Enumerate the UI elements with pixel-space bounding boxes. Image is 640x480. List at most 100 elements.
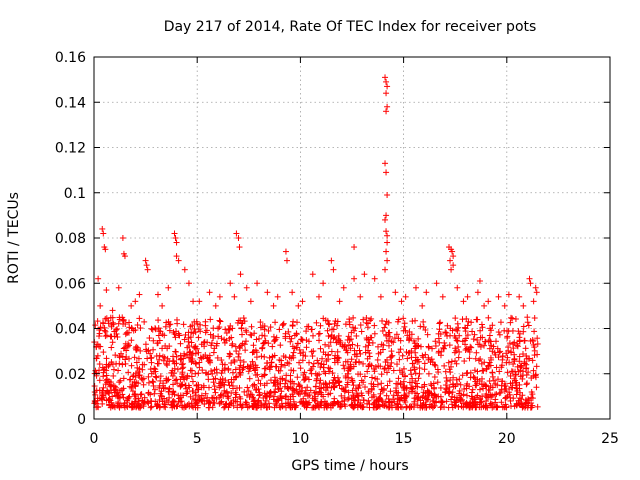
data-point xyxy=(340,362,347,369)
data-point xyxy=(267,389,274,396)
data-point xyxy=(161,332,168,339)
data-point xyxy=(506,340,513,347)
data-point xyxy=(327,339,334,346)
data-point xyxy=(251,330,258,337)
data-point xyxy=(526,275,533,282)
data-point xyxy=(131,354,138,361)
data-point xyxy=(110,366,117,373)
data-point xyxy=(319,355,326,362)
data-point xyxy=(464,293,471,300)
data-point xyxy=(294,374,301,381)
data-point xyxy=(393,331,400,338)
data-point xyxy=(274,396,281,403)
data-point xyxy=(498,399,505,406)
data-point xyxy=(360,360,367,367)
data-point xyxy=(450,253,457,260)
data-point xyxy=(166,358,173,365)
data-point xyxy=(260,340,267,347)
data-point xyxy=(137,391,144,398)
data-point xyxy=(133,359,140,366)
data-point xyxy=(144,355,151,362)
data-point xyxy=(530,341,537,348)
data-point xyxy=(307,367,314,374)
data-point xyxy=(357,371,364,378)
data-point xyxy=(310,404,317,411)
data-point xyxy=(272,400,279,407)
data-point xyxy=(108,344,115,351)
data-point xyxy=(195,370,202,377)
data-point xyxy=(317,322,324,329)
data-point xyxy=(192,345,199,352)
data-point xyxy=(448,358,455,365)
data-point xyxy=(447,377,454,384)
data-point xyxy=(371,275,378,282)
data-point xyxy=(455,403,462,410)
data-point xyxy=(157,390,164,397)
data-point xyxy=(380,385,387,392)
data-point xyxy=(166,321,173,328)
data-point xyxy=(216,380,223,387)
data-point xyxy=(288,355,295,362)
data-point xyxy=(296,346,303,353)
data-point xyxy=(520,328,527,335)
data-point xyxy=(437,331,444,338)
data-point xyxy=(245,388,252,395)
data-point xyxy=(346,316,353,323)
data-point xyxy=(420,318,427,325)
data-point xyxy=(335,332,342,339)
data-point xyxy=(280,321,287,328)
data-point xyxy=(309,271,316,278)
data-point xyxy=(109,393,116,400)
data-point xyxy=(439,399,446,406)
data-point xyxy=(216,293,223,300)
data-point xyxy=(289,289,296,296)
data-point xyxy=(237,401,244,408)
data-point xyxy=(462,328,469,335)
data-point xyxy=(527,280,534,287)
data-point xyxy=(528,404,535,411)
data-point xyxy=(474,392,481,399)
data-point xyxy=(481,381,488,388)
data-point xyxy=(350,382,357,389)
y-tick-label: 0.06 xyxy=(55,276,86,292)
data-point xyxy=(455,354,462,361)
data-point xyxy=(264,289,271,296)
data-point xyxy=(438,348,445,355)
data-point xyxy=(398,298,405,305)
data-point xyxy=(481,342,488,349)
data-point xyxy=(370,393,377,400)
data-point xyxy=(183,375,190,382)
data-point xyxy=(261,353,268,360)
data-point xyxy=(452,383,459,390)
data-point xyxy=(456,376,463,383)
data-point xyxy=(444,322,451,329)
data-point xyxy=(303,404,310,411)
data-point xyxy=(216,317,223,324)
data-point xyxy=(96,387,103,394)
data-point xyxy=(460,298,467,305)
data-point xyxy=(241,388,248,395)
data-point xyxy=(97,302,104,309)
data-point xyxy=(221,381,228,388)
data-point xyxy=(440,344,447,351)
grid-lines xyxy=(94,57,610,419)
data-point xyxy=(405,390,412,397)
data-point xyxy=(396,397,403,404)
data-point xyxy=(437,319,444,326)
data-point xyxy=(210,332,217,339)
data-point xyxy=(417,323,424,330)
data-point xyxy=(360,379,367,386)
data-point xyxy=(132,345,139,352)
data-point xyxy=(474,368,481,375)
data-point xyxy=(337,402,344,409)
data-point xyxy=(277,393,284,400)
data-point xyxy=(432,362,439,369)
data-point xyxy=(433,393,440,400)
data-point xyxy=(486,345,493,352)
data-point xyxy=(483,366,490,373)
data-point xyxy=(399,352,406,359)
data-point xyxy=(374,381,381,388)
data-point xyxy=(383,169,390,176)
data-point xyxy=(166,394,173,401)
data-point xyxy=(382,160,389,167)
